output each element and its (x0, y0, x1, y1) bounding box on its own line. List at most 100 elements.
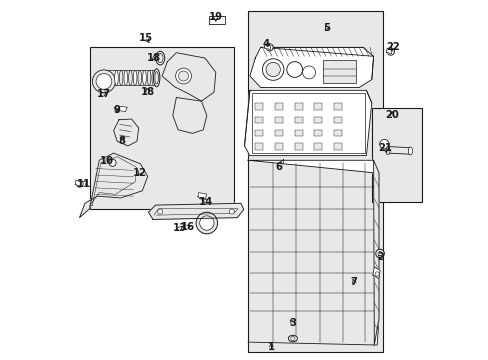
Bar (333, 143, 341, 149)
Bar (333, 117, 341, 123)
Polygon shape (247, 160, 378, 345)
Text: 4: 4 (262, 39, 269, 49)
Circle shape (386, 48, 394, 55)
Polygon shape (249, 47, 373, 87)
Bar (294, 143, 302, 149)
Ellipse shape (142, 70, 146, 85)
Ellipse shape (155, 51, 164, 65)
Text: 11: 11 (77, 179, 91, 189)
Ellipse shape (147, 70, 151, 85)
Polygon shape (373, 160, 378, 345)
Polygon shape (387, 147, 410, 154)
Circle shape (379, 139, 388, 149)
Polygon shape (162, 53, 215, 101)
Text: 16: 16 (181, 222, 195, 231)
Bar (247, 12, 382, 352)
Ellipse shape (407, 147, 412, 155)
Ellipse shape (385, 147, 389, 154)
Polygon shape (244, 90, 371, 156)
Circle shape (199, 216, 214, 230)
Text: 2: 2 (377, 252, 384, 262)
Bar (333, 130, 341, 136)
Bar (314, 117, 322, 123)
Polygon shape (113, 119, 139, 146)
Bar (314, 103, 322, 110)
Ellipse shape (153, 69, 160, 87)
Circle shape (178, 71, 188, 81)
Bar (255, 130, 263, 136)
Ellipse shape (155, 72, 158, 84)
Bar (314, 143, 322, 149)
Text: 10: 10 (99, 156, 113, 166)
Circle shape (198, 193, 204, 199)
Text: 20: 20 (385, 111, 398, 121)
Text: 18: 18 (141, 87, 154, 97)
Circle shape (229, 209, 234, 214)
Text: 17: 17 (96, 89, 110, 99)
Polygon shape (148, 203, 244, 220)
Ellipse shape (138, 70, 142, 85)
Ellipse shape (119, 70, 122, 85)
Ellipse shape (128, 70, 132, 85)
Circle shape (196, 212, 217, 234)
Text: 18: 18 (147, 53, 161, 63)
Bar (371, 108, 421, 202)
Text: 3: 3 (289, 319, 296, 328)
Ellipse shape (157, 53, 163, 63)
Bar (314, 130, 322, 136)
Polygon shape (209, 16, 224, 24)
Text: 7: 7 (350, 277, 357, 287)
Circle shape (265, 62, 280, 77)
Text: 5: 5 (323, 23, 330, 33)
Ellipse shape (202, 211, 211, 217)
Text: 6: 6 (275, 159, 283, 172)
Text: 15: 15 (139, 33, 153, 43)
Bar (90, 47, 233, 209)
Circle shape (158, 209, 163, 214)
Circle shape (96, 73, 112, 89)
Bar (252, 93, 364, 153)
Polygon shape (198, 193, 206, 198)
Ellipse shape (115, 70, 118, 85)
Ellipse shape (133, 70, 137, 85)
Polygon shape (264, 44, 270, 49)
Text: 22: 22 (386, 42, 399, 52)
Bar (255, 117, 263, 123)
Circle shape (115, 106, 120, 111)
Polygon shape (117, 106, 127, 112)
Polygon shape (80, 153, 147, 218)
Circle shape (374, 272, 379, 276)
Circle shape (76, 180, 83, 187)
Bar (294, 130, 302, 136)
Bar (274, 103, 282, 110)
Polygon shape (372, 267, 379, 279)
Bar (274, 117, 282, 123)
Circle shape (377, 251, 382, 256)
Bar (274, 143, 282, 149)
Bar (255, 103, 263, 110)
Text: 14: 14 (199, 197, 213, 207)
Ellipse shape (152, 70, 155, 85)
Ellipse shape (288, 335, 297, 342)
Circle shape (286, 62, 302, 77)
Text: 1: 1 (267, 342, 274, 352)
Circle shape (109, 159, 116, 166)
Polygon shape (386, 48, 391, 54)
Circle shape (262, 59, 284, 80)
Bar (294, 103, 302, 110)
Ellipse shape (124, 70, 127, 85)
Bar (274, 130, 282, 136)
Bar (323, 60, 355, 83)
Text: 13: 13 (173, 224, 186, 233)
Circle shape (375, 249, 384, 258)
Circle shape (290, 336, 294, 341)
Bar (255, 143, 263, 149)
Text: 21: 21 (377, 143, 391, 153)
Polygon shape (172, 98, 206, 134)
Circle shape (265, 44, 273, 51)
Ellipse shape (200, 210, 213, 219)
Bar (294, 117, 302, 123)
Circle shape (175, 68, 191, 84)
Text: 12: 12 (133, 168, 146, 178)
Text: 9: 9 (113, 105, 120, 115)
